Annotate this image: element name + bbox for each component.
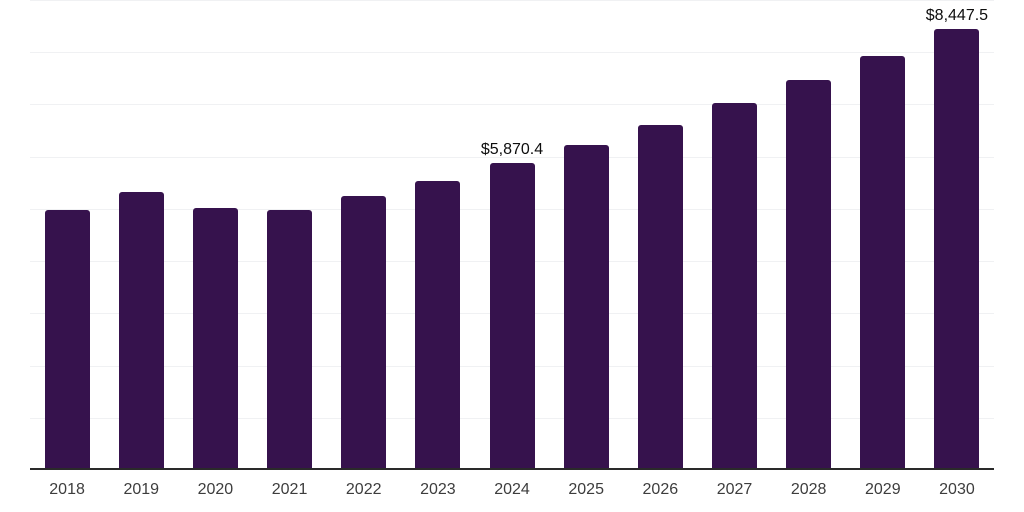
bar-2027: [711, 103, 757, 470]
data-label-2024: $5,870.4: [480, 141, 544, 159]
bar-2026: [637, 124, 683, 470]
bar-2029: [860, 55, 906, 470]
x-tick-label-2023: 2023: [420, 481, 456, 498]
bar-2025: [563, 144, 609, 470]
x-axis-line: [30, 468, 994, 470]
x-tick-label-2022: 2022: [345, 481, 382, 498]
gridline-7000: [30, 104, 994, 106]
x-tick-label-2028: 2028: [790, 481, 827, 498]
x-tick-label-2025: 2025: [568, 481, 604, 498]
x-tick-label-2020: 2020: [197, 481, 234, 498]
x-tick-label-2021: 2021: [271, 481, 308, 498]
bar-2021: [267, 210, 313, 470]
x-tick-label-2019: 2019: [123, 481, 160, 498]
gridline-9000: [30, 0, 994, 1]
x-tick-label-2024: 2024: [494, 481, 530, 498]
x-tick-label-2027: 2027: [716, 481, 753, 498]
bar-2022: [341, 196, 387, 470]
x-axis-labels: 2018 2019 2020 2021 2022 2023 2024 2025 2026 2027…: [30, 481, 994, 499]
x-tick-label-2018: 2018: [49, 481, 85, 498]
bar-2018: [44, 210, 90, 470]
bar-2023: [415, 181, 461, 470]
gridline-6000: [30, 156, 994, 158]
bar-2019: [118, 191, 164, 470]
gridline-8000: [30, 52, 994, 54]
plot-area: $5,870.4 $8,447.5: [30, 0, 994, 470]
x-tick-label-2029: 2029: [865, 481, 901, 498]
x-tick-label-2030: 2030: [939, 481, 975, 498]
bar-2020: [192, 208, 238, 470]
x-tick-label-2026: 2026: [642, 481, 679, 498]
data-label-2030: $8,447.5: [925, 6, 989, 24]
bar-2030: [934, 28, 980, 470]
bar-2028: [786, 80, 832, 470]
bar-2024: [489, 163, 535, 470]
